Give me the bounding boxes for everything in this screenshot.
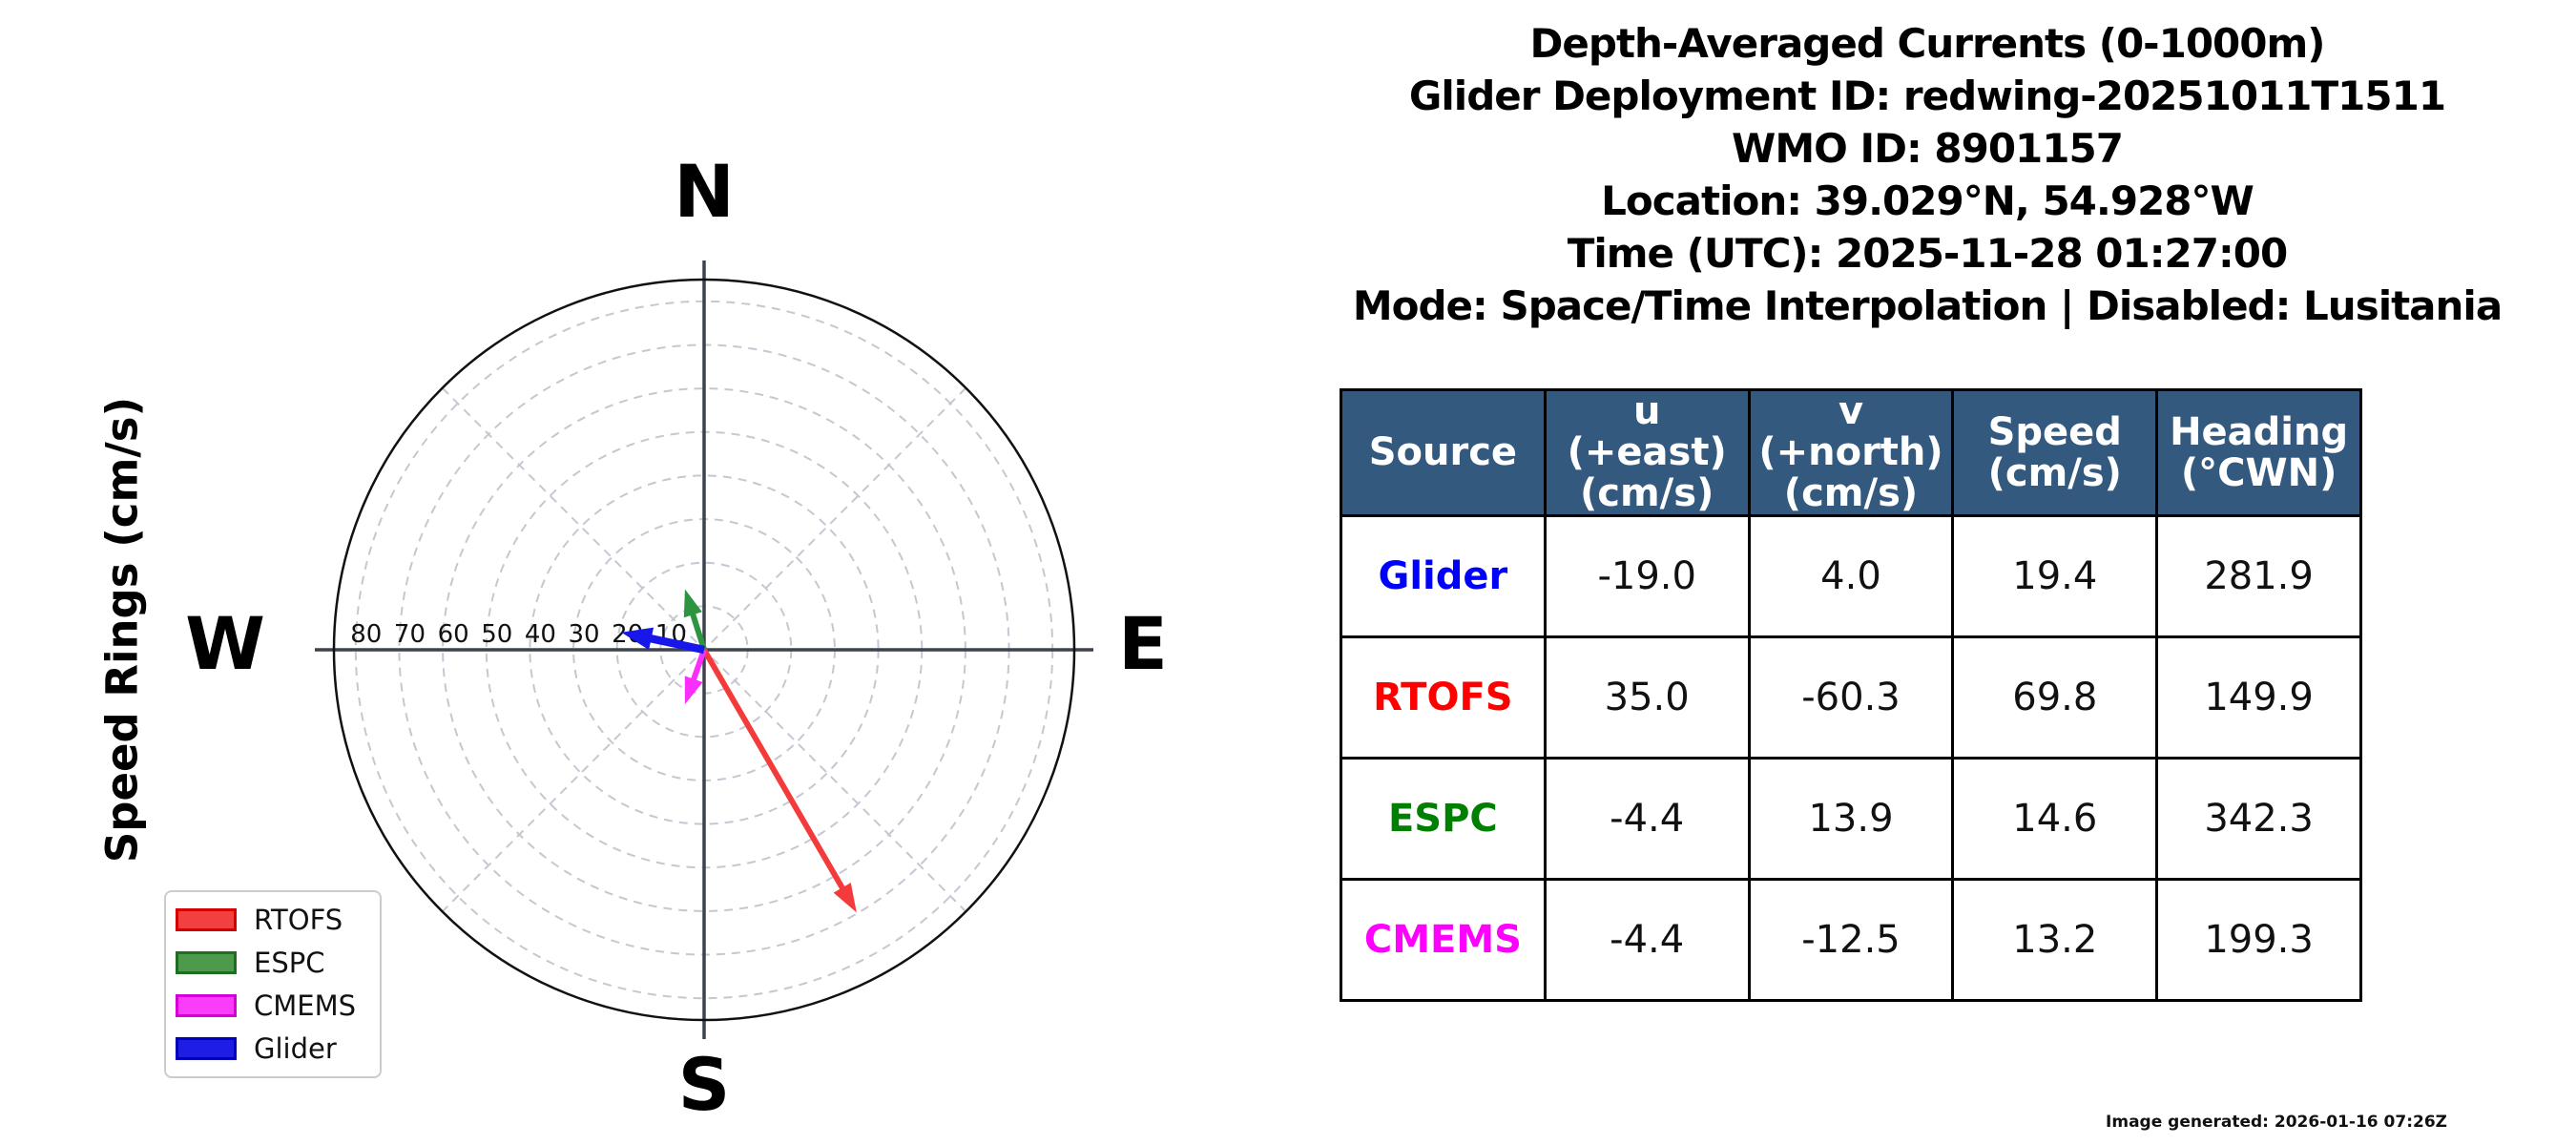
u-cell: -4.4	[1543, 757, 1751, 881]
radial-axis-label: Speed Rings (cm/s)	[96, 396, 148, 864]
ring-tick-label: 30	[569, 620, 600, 649]
cmems-vector-arrowhead	[684, 676, 703, 705]
espc-vector-arrowhead	[683, 589, 702, 618]
time-line: Time (UTC): 2025-11-28 01:27:00	[1567, 230, 2289, 277]
plot-outline	[332, 278, 1076, 1022]
source-cell: Glider	[1340, 514, 1547, 638]
table-row: Glider -19.0 4.0 19.4 281.9	[1340, 514, 2362, 638]
wmo-id-line: WMO ID: 8901157	[1732, 125, 2124, 172]
rtofs-vector-arrow	[701, 648, 847, 893]
source-cell: CMEMS	[1340, 878, 1547, 1002]
glider-swatch-icon	[176, 1037, 237, 1061]
legend-box: RTOFS ESPC CMEMS Glider	[164, 890, 382, 1078]
legend-item-cmems: CMEMS	[176, 989, 370, 1022]
speed-cell: 69.8	[1951, 635, 2159, 760]
cmems-vector-arrow	[690, 649, 707, 684]
rtofs-swatch-icon	[176, 907, 237, 931]
espc-vector-arrow	[689, 610, 707, 651]
col-header-heading: Heading (°CWN)	[2155, 388, 2362, 517]
glider-vector-arrowhead	[621, 627, 654, 651]
heading-cell: 199.3	[2155, 878, 2362, 1002]
v-cell: -12.5	[1747, 878, 1955, 1002]
location-line: Location: 39.029°N, 54.928°W	[1601, 177, 2254, 224]
rtofs-vector-arrowhead	[833, 883, 857, 913]
ring-tick-label: 80	[350, 620, 382, 649]
u-cell: -19.0	[1543, 514, 1751, 638]
legend-label: Glider	[254, 1032, 337, 1066]
col-header-source: Source	[1340, 388, 1547, 517]
deployment-id-line: Glider Deployment ID: redwing-20251011T1…	[1408, 73, 2446, 119]
heading-cell: 281.9	[2155, 514, 2362, 638]
espc-swatch-icon	[176, 950, 237, 974]
compass-plot: 1020304050607080	[315, 260, 1093, 1039]
ring-tick-label: 50	[481, 620, 512, 649]
mode-line: Mode: Space/Time Interpolation | Disable…	[1352, 282, 2503, 329]
compass-west-label: W	[185, 601, 265, 686]
legend-item-glider: Glider	[176, 1032, 370, 1065]
col-header-u: u (+east) (cm/s)	[1543, 388, 1751, 517]
table-header-row: Source u (+east) (cm/s) v (+north) (cm/s…	[1340, 388, 2362, 517]
table-row: RTOFS 35.0 -60.3 69.8 149.9	[1340, 635, 2362, 760]
v-cell: -60.3	[1747, 635, 1955, 760]
glider-vector-arrow	[646, 634, 705, 655]
speed-cell: 14.6	[1951, 757, 2159, 881]
table-row: CMEMS -4.4 -12.5 13.2 199.3	[1340, 878, 2362, 1002]
ring-tick-label: 60	[438, 620, 469, 649]
heading-cell: 149.9	[2155, 635, 2362, 760]
col-header-v: v (+north) (cm/s)	[1747, 388, 1955, 517]
plot-title: Depth-Averaged Currents (0-1000m)	[1529, 20, 2326, 67]
compass-south-label: S	[677, 1042, 731, 1127]
legend-label: RTOFS	[254, 903, 343, 936]
v-cell: 13.9	[1747, 757, 1955, 881]
heading-cell: 342.3	[2155, 757, 2362, 881]
source-cell: RTOFS	[1340, 635, 1547, 760]
legend-label: ESPC	[254, 946, 325, 979]
speed-cell: 19.4	[1951, 514, 2159, 638]
currents-table: Source u (+east) (cm/s) v (+north) (cm/s…	[1340, 388, 2362, 1002]
source-cell: ESPC	[1340, 757, 1547, 881]
u-cell: 35.0	[1543, 635, 1751, 760]
legend-item-espc: ESPC	[176, 947, 370, 979]
speed-cell: 13.2	[1951, 878, 2159, 1002]
generated-timestamp: Image generated: 2026-01-16 07:26Z	[2106, 1113, 2447, 1132]
ring-tick-label: 40	[525, 620, 556, 649]
legend-item-rtofs: RTOFS	[176, 904, 370, 936]
u-cell: -4.4	[1543, 878, 1751, 1002]
table-row: ESPC -4.4 13.9 14.6 342.3	[1340, 757, 2362, 881]
title-block: Depth-Averaged Currents (0-1000m) Glider…	[1288, 17, 2566, 332]
ring-tick-label: 70	[394, 620, 426, 649]
v-cell: 4.0	[1747, 514, 1955, 638]
col-header-speed: Speed (cm/s)	[1951, 388, 2159, 517]
compass-east-label: E	[1118, 601, 1168, 686]
legend-label: CMEMS	[254, 989, 357, 1023]
compass-north-label: N	[674, 149, 735, 234]
cmems-swatch-icon	[176, 994, 237, 1018]
